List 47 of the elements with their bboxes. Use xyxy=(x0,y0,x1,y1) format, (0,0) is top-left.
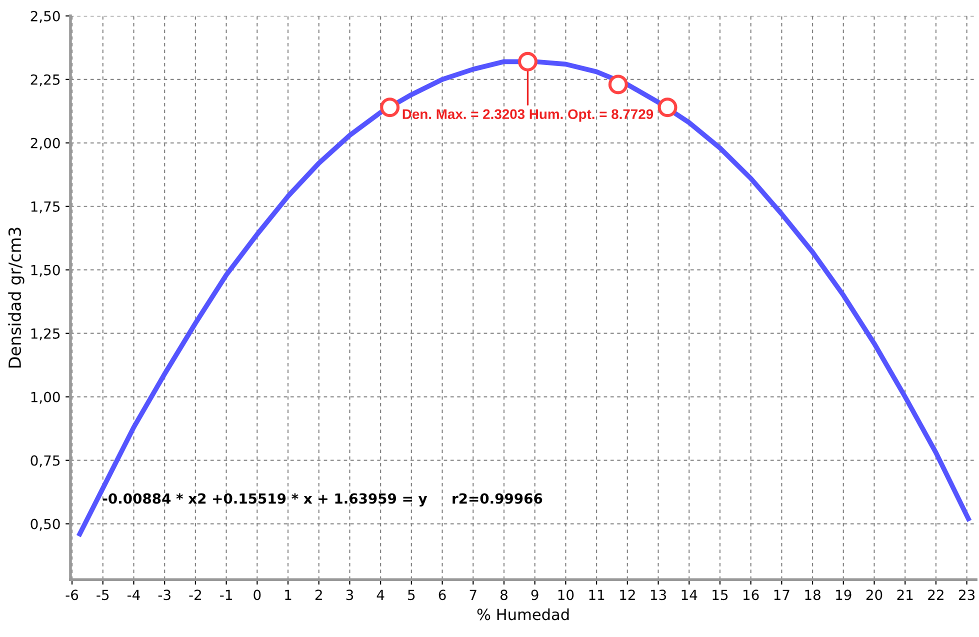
x-tick-label: 12 xyxy=(620,590,635,600)
x-tick-label: 21 xyxy=(897,590,913,600)
x-tick-label: 10 xyxy=(558,590,574,600)
x-tick-label: 17 xyxy=(774,590,790,600)
x-tick-label: 22 xyxy=(928,590,944,600)
y-axis-title: Densidad gr/cm3 xyxy=(8,228,24,368)
point xyxy=(658,98,678,118)
x-tick-label: 20 xyxy=(866,590,882,600)
x-tick-label: 4 xyxy=(376,590,384,600)
x-tick-label: 19 xyxy=(836,590,852,600)
x-tick-label: 8 xyxy=(500,590,508,600)
x-tick-label: 3 xyxy=(346,590,354,600)
y-tick-label: 1,00 xyxy=(31,392,60,404)
x-tick-label: 15 xyxy=(712,590,728,600)
y-tick-label: 0,50 xyxy=(30,518,60,531)
x-tick-label: 16 xyxy=(744,590,759,600)
point xyxy=(518,52,538,72)
x-tick-label: 11 xyxy=(589,590,604,600)
x-tick-label: 1 xyxy=(285,590,292,600)
x-tick-label: 18 xyxy=(805,590,820,600)
y-tick-label: 0,75 xyxy=(30,455,60,468)
x-tick-label: 9 xyxy=(531,590,538,600)
point xyxy=(608,74,628,94)
x-tick-label: 23 xyxy=(958,590,975,600)
x-tick-label: -5 xyxy=(96,590,109,600)
x-tick-label: -4 xyxy=(127,590,140,600)
y-tick-label: 1,25 xyxy=(31,328,60,340)
x-tick-label: 13 xyxy=(650,590,666,600)
x-tick-label: -6 xyxy=(66,590,78,600)
x-tick-label: 6 xyxy=(438,590,446,600)
x-tick-label: -3 xyxy=(158,590,170,600)
x-axis-title: % Humedad xyxy=(477,608,569,620)
x-tick-label: -2 xyxy=(189,590,201,600)
y-tick-label: 2,50 xyxy=(30,10,60,23)
y-tick-label: 2,25 xyxy=(30,74,60,86)
x-tick-label: 0 xyxy=(254,590,261,600)
x-tick-label: 5 xyxy=(408,590,415,600)
y-tick-label: 1,75 xyxy=(31,202,60,214)
point xyxy=(380,98,400,118)
x-tick-label: 7 xyxy=(470,590,476,600)
y-tick-label: 1,50 xyxy=(31,264,60,277)
y-tick-label: 2,00 xyxy=(30,138,60,150)
annotation: Den. Max. = 2.3203 Hum. Opt. = 8.7729 xyxy=(402,109,654,122)
x-tick-label: -1 xyxy=(220,590,232,600)
x-tick-label: 2 xyxy=(315,590,322,600)
x-tick-label: 14 xyxy=(682,590,698,600)
annotation: -0.00884 * x2 +0.15519 * x + 1.63959 = y r2=0.99966 xyxy=(102,493,542,507)
